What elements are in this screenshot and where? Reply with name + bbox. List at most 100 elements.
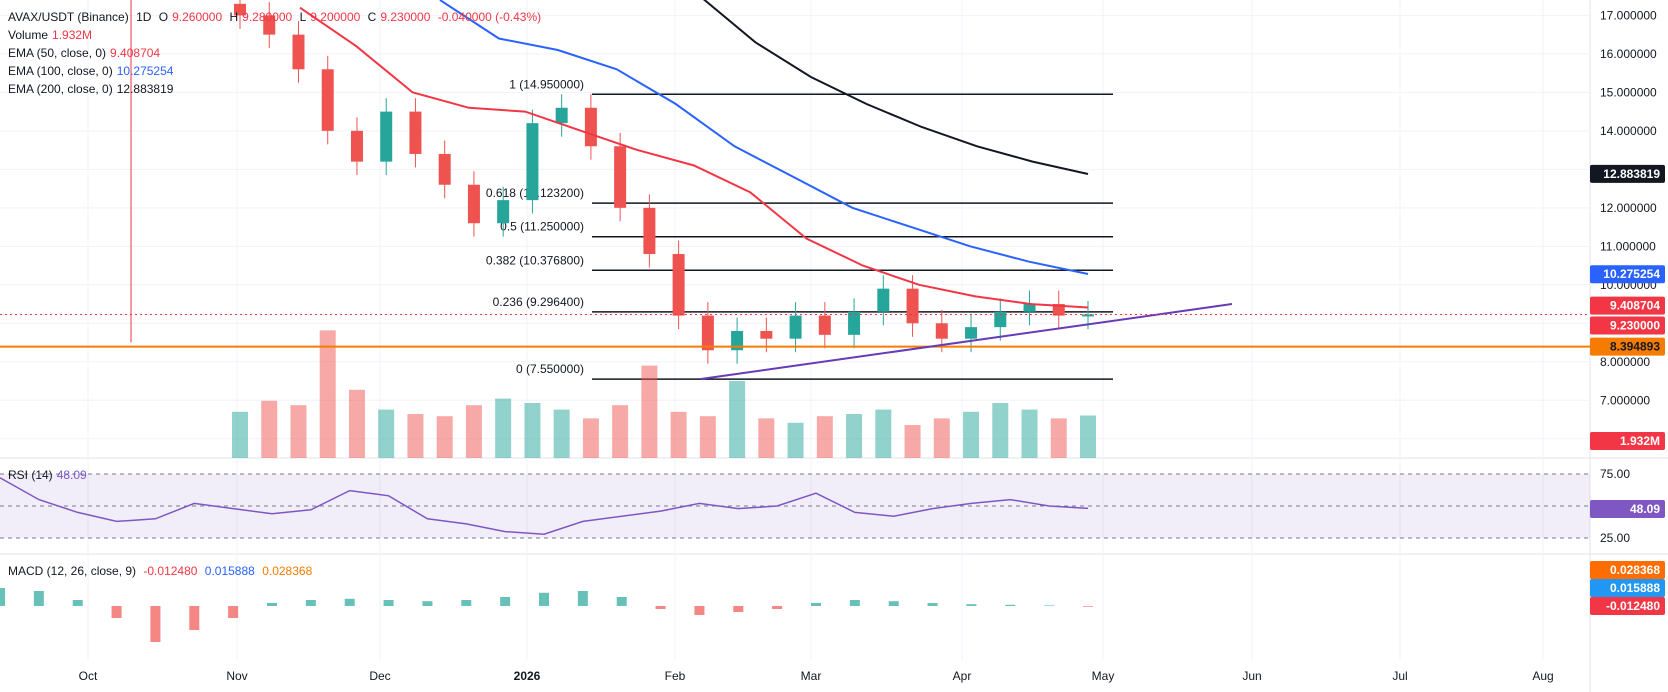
macd-label: MACD (12, 26, close, 9) [8, 564, 137, 578]
volume-bar [465, 405, 482, 458]
volume-bar [729, 381, 746, 458]
low-value: 9.200000 [310, 10, 361, 24]
open-value: 9.260000 [172, 10, 223, 24]
rsi-badge-label: 48.09 [1630, 502, 1660, 516]
ema100-line [439, 0, 1089, 275]
macd-line-badge [1590, 579, 1665, 597]
macd-hist-bar [500, 597, 511, 606]
volume-bar [524, 403, 541, 458]
candle-body [497, 200, 510, 224]
macd-hist-bar [150, 606, 161, 642]
macd-hist-bar [344, 598, 355, 606]
macd-hist-bar [655, 606, 666, 609]
candle-body [906, 288, 919, 324]
price-tick-label: 7.000000 [1600, 393, 1650, 407]
ema200-badge [1590, 164, 1665, 183]
rsi-legend[interactable]: RSI (14) 48.09 [8, 466, 91, 484]
macd-hist-bar [422, 601, 433, 606]
volume-bar [699, 416, 716, 458]
volume-bar [261, 400, 278, 458]
ema50-line [299, 6, 1089, 309]
candle-body [555, 107, 568, 124]
candle-body [701, 315, 714, 351]
ema-lines [299, 0, 1089, 309]
fibonacci-retracement: 1 (14.950000)0.618 (12.123200)0.5 (11.25… [486, 77, 1113, 380]
volume-bar [1021, 409, 1038, 458]
candle-body [526, 123, 539, 201]
macd-legend[interactable]: MACD (12, 26, close, 9) -0.012480 0.0158… [8, 562, 316, 580]
volume-badge [1590, 432, 1665, 450]
candle-body [935, 323, 948, 339]
macd-hist-bar [927, 603, 938, 606]
macd-hist-bar [849, 600, 860, 606]
macd-line-value: 0.015888 [204, 564, 255, 578]
candle-body [584, 107, 597, 147]
volume-bar [846, 414, 863, 458]
rsi-tick-label: 25.00 [1600, 531, 1630, 545]
time-tick-label: Jun [1242, 669, 1261, 683]
price-tick-label: 11.000000 [1600, 239, 1656, 253]
macd-hist-bar [111, 606, 122, 618]
volume-bars [232, 330, 1096, 458]
support-badge-label: 8.394893 [1610, 340, 1660, 354]
candle-body [848, 311, 861, 335]
volume-bar [933, 418, 950, 458]
ema200-legend[interactable]: EMA (200, close, 0) 12.883819 [8, 82, 174, 96]
time-tick-label: Dec [369, 669, 390, 683]
time-tick-label: 2026 [514, 669, 541, 683]
candle-body [760, 330, 773, 339]
ema50-legend[interactable]: EMA (50, close, 0) 9.408704 [8, 46, 161, 60]
macd-hist-bar [733, 606, 744, 612]
price-tick-label: 14.000000 [1600, 124, 1657, 138]
macd-pane [0, 588, 1093, 642]
macd-hist-value: -0.012480 [143, 564, 198, 578]
volume-legend[interactable]: Volume 1.932M [8, 28, 93, 42]
support-badge [1590, 337, 1665, 356]
rsi-label: RSI (14) [8, 468, 53, 482]
ema100-legend[interactable]: EMA (100, close, 0) 10.275254 [8, 64, 174, 78]
candle-body [1052, 304, 1065, 316]
volume-bar [582, 418, 599, 458]
volume-bar [378, 409, 395, 458]
rsi-pane [0, 473, 1590, 539]
volume-bar [816, 416, 833, 458]
rsi-badge [1590, 500, 1665, 518]
candle-body [731, 330, 744, 351]
price-badges: 12.883819 10.275254 9.408704 9.230000 8.3948… [1590, 164, 1665, 615]
rsi-value: 48.09 [56, 468, 87, 482]
last-price-badge-label: 9.230000 [1610, 318, 1660, 332]
macd-hist-bar [33, 591, 44, 606]
symbol-name[interactable]: AVAX/USDT (Binance) [8, 10, 129, 24]
macd-signal-badge-label: 0.028368 [1610, 563, 1660, 577]
change-value: -0.040000 (-0.43%) [437, 10, 542, 24]
open-label: O [158, 10, 169, 24]
time-tick-label: Apr [953, 669, 972, 683]
candle-body [789, 315, 802, 339]
trend-line [699, 303, 1233, 381]
macd-hist-bar [267, 603, 277, 606]
volume-bar [963, 411, 980, 458]
macd-hist-bar [888, 601, 899, 606]
candle-body [321, 69, 334, 131]
candlesticks [234, 0, 1094, 364]
low-label: L [299, 10, 307, 24]
candle-body [965, 327, 978, 339]
volume-bar [407, 414, 424, 458]
high-label: H [229, 10, 239, 24]
macd-hist-bar [539, 592, 549, 606]
time-tick-label: Oct [79, 669, 98, 683]
macd-signal-badge [1590, 561, 1665, 579]
candle-body [877, 288, 890, 312]
candle-body [1082, 314, 1094, 317]
volume-bar [495, 398, 512, 458]
time-tick-label: Feb [665, 669, 686, 683]
high-value: 9.280000 [242, 10, 293, 24]
price-tick-label: 12.000000 [1600, 201, 1657, 215]
time-tick-label: Jul [1392, 669, 1407, 683]
macd-line-badge-label: 0.015888 [1610, 581, 1660, 595]
volume-bar [992, 403, 1009, 458]
timeframe[interactable]: 1D [136, 10, 152, 24]
candle-body [292, 34, 305, 70]
volume-bar [232, 411, 248, 458]
